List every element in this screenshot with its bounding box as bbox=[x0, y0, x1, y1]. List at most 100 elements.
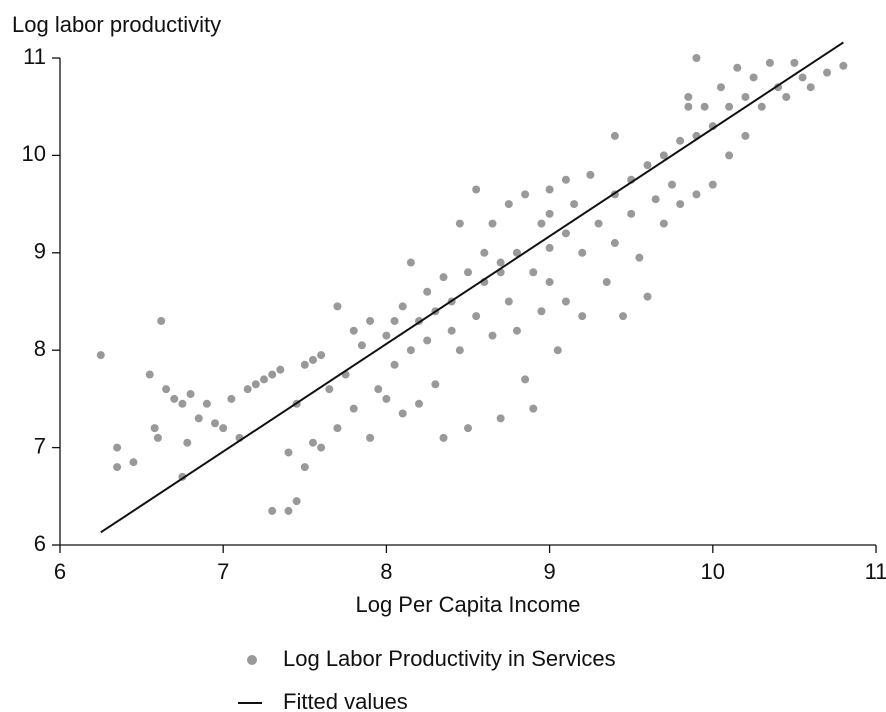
scatter-point bbox=[619, 312, 628, 321]
y-tick-label: 9 bbox=[34, 239, 46, 264]
scatter-point bbox=[349, 404, 358, 413]
scatter-point bbox=[406, 258, 415, 267]
scatter-point bbox=[496, 258, 505, 267]
scatter-point bbox=[765, 58, 774, 67]
scatter-point bbox=[333, 424, 342, 433]
scatter-point bbox=[823, 68, 832, 77]
scatter-point bbox=[692, 54, 701, 62]
x-tick-label: 7 bbox=[217, 559, 229, 584]
scatter-point bbox=[741, 92, 750, 101]
scatter-point bbox=[308, 438, 317, 447]
scatter-point bbox=[170, 394, 179, 403]
scatter-point bbox=[300, 463, 309, 472]
y-tick-label: 6 bbox=[34, 531, 46, 556]
scatter-point bbox=[521, 190, 530, 199]
scatter-point bbox=[398, 302, 407, 311]
scatter-point bbox=[594, 219, 603, 228]
scatter-point bbox=[545, 278, 554, 287]
scatter-point bbox=[692, 190, 701, 199]
scatter-point bbox=[431, 380, 440, 389]
scatter-point bbox=[113, 463, 122, 472]
scatter-point bbox=[545, 185, 554, 194]
scatter-point bbox=[464, 424, 472, 433]
scatter-point bbox=[627, 209, 636, 218]
scatter-point bbox=[782, 92, 791, 101]
scatter-point bbox=[284, 506, 293, 515]
scatter-point bbox=[586, 170, 595, 179]
scatter-point bbox=[537, 307, 546, 316]
scatter-point bbox=[423, 287, 432, 296]
scatter-point bbox=[96, 351, 105, 360]
scatter-point bbox=[545, 243, 554, 252]
x-axis-label: Log Per Capita Income bbox=[355, 592, 580, 617]
scatter-point bbox=[366, 433, 375, 442]
scatter-point bbox=[733, 63, 742, 72]
x-tick-label: 10 bbox=[701, 559, 725, 584]
scatter-point bbox=[578, 248, 587, 257]
scatter-point bbox=[839, 61, 848, 70]
scatter-point bbox=[268, 506, 277, 515]
scatter-point bbox=[488, 219, 497, 228]
legend-label: Fitted values bbox=[283, 689, 408, 712]
scatter-point bbox=[749, 73, 758, 82]
scatter-point bbox=[684, 92, 693, 101]
scatter-point bbox=[570, 200, 579, 209]
scatter-point bbox=[382, 331, 391, 340]
scatter-point bbox=[806, 83, 815, 92]
scatter-point bbox=[651, 195, 660, 204]
scatter-point bbox=[643, 161, 652, 170]
scatter-point bbox=[186, 390, 195, 399]
scatter-point bbox=[284, 448, 293, 457]
y-tick-label: 11 bbox=[23, 44, 46, 69]
scatter-point bbox=[504, 297, 513, 306]
scatter-point bbox=[676, 136, 685, 145]
scatter-point bbox=[512, 326, 521, 335]
scatter-point bbox=[423, 336, 432, 345]
scatter-point bbox=[317, 443, 326, 452]
scatter-point bbox=[798, 73, 807, 82]
y-axis-label: Log labor productivity bbox=[12, 12, 221, 37]
scatter-point bbox=[447, 326, 456, 335]
scatter-point bbox=[260, 375, 268, 384]
scatter-point bbox=[153, 433, 162, 442]
scatter-point bbox=[659, 151, 668, 160]
scatter-point bbox=[472, 185, 481, 194]
scatter-point bbox=[317, 351, 326, 360]
scatter-point bbox=[178, 399, 187, 408]
scatter-point bbox=[602, 278, 611, 287]
legend-label: Log Labor Productivity in Services bbox=[283, 646, 616, 671]
scatter-point bbox=[390, 316, 399, 325]
x-tick-label: 11 bbox=[865, 559, 886, 584]
fitted-line bbox=[100, 41, 844, 534]
scatter-point bbox=[708, 180, 717, 189]
scatter-point bbox=[757, 102, 766, 111]
scatter-point bbox=[790, 58, 799, 67]
x-tick-label: 8 bbox=[380, 559, 392, 584]
scatter-point bbox=[357, 341, 366, 350]
scatter-point bbox=[227, 394, 236, 403]
scatter-point bbox=[488, 331, 497, 340]
scatter-point bbox=[292, 497, 301, 506]
scatter-point bbox=[676, 200, 685, 209]
scatter-point bbox=[211, 419, 220, 428]
scatter-point bbox=[464, 268, 472, 277]
scatter-point bbox=[529, 404, 538, 413]
scatter-point bbox=[561, 175, 570, 184]
scatter-point bbox=[415, 399, 424, 408]
scatter-point bbox=[157, 316, 166, 325]
y-tick-label: 7 bbox=[34, 433, 46, 458]
scatter-point bbox=[668, 180, 676, 189]
scatter-point bbox=[129, 458, 138, 467]
scatter-point bbox=[741, 131, 750, 140]
scatter-point bbox=[578, 312, 587, 321]
scatter-point bbox=[496, 414, 505, 423]
scatter-point bbox=[219, 424, 228, 433]
y-tick-label: 10 bbox=[22, 141, 46, 166]
scatter-point bbox=[406, 346, 415, 355]
scatter-point bbox=[113, 443, 122, 452]
scatter-point bbox=[325, 385, 334, 394]
scatter-point bbox=[439, 273, 448, 282]
scatter-point bbox=[300, 360, 309, 369]
scatter-point bbox=[610, 131, 619, 140]
